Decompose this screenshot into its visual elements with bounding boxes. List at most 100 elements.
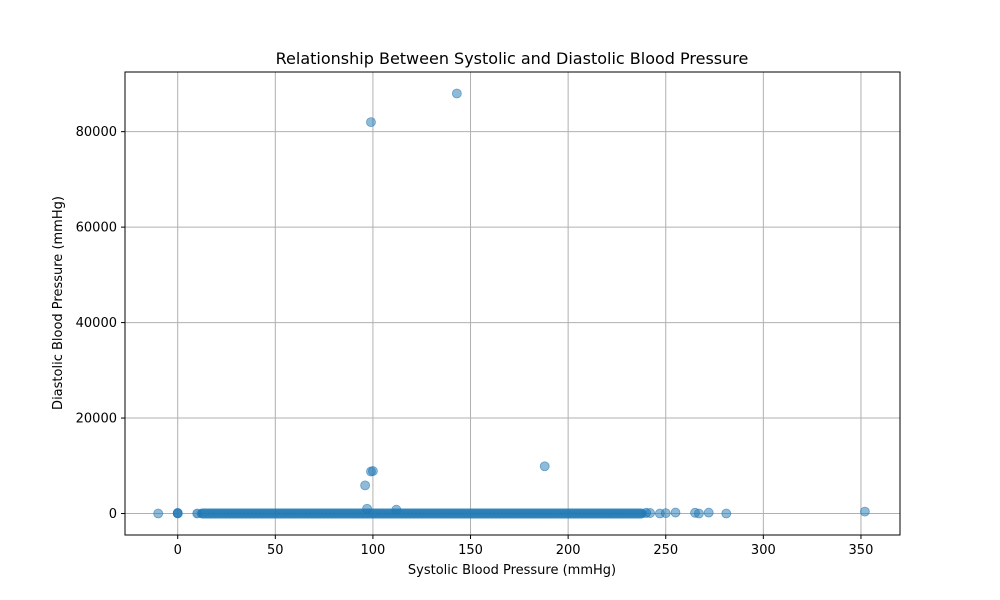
dense-band-point [313, 509, 323, 519]
dense-band-point [227, 509, 237, 519]
dense-band-point [223, 509, 233, 519]
dense-band-point [520, 509, 530, 519]
dense-band-point [352, 509, 362, 519]
dense-band-point [485, 509, 495, 519]
dense-band-point [220, 509, 230, 519]
data-point [362, 503, 372, 514]
data-point [645, 508, 656, 518]
dense-band-point [423, 509, 433, 519]
x-tick-label: 0 [174, 543, 182, 558]
dense-band-point [325, 509, 335, 519]
dense-band-point [208, 509, 218, 519]
dense-band-point [317, 509, 327, 519]
dense-band-point [434, 509, 444, 519]
dense-band-point [442, 509, 452, 519]
dense-band-point [610, 509, 620, 519]
dense-band-point [266, 509, 276, 519]
dense-band-point [294, 509, 304, 519]
dense-band-point [344, 509, 354, 519]
dense-band-point [497, 509, 507, 519]
x-tick-label: 350 [849, 543, 874, 558]
dense-band-point [403, 509, 413, 519]
x-tick-label: 100 [361, 543, 386, 558]
x-axis-label: Systolic Blood Pressure (mmHg) [408, 563, 616, 578]
dense-band-point [501, 509, 511, 519]
dense-band-point [618, 509, 628, 519]
dense-band-point [528, 509, 538, 519]
dense-band-point [329, 509, 339, 519]
dense-band-point [204, 509, 214, 519]
dense-band-point [259, 509, 269, 519]
dense-band-point [282, 509, 292, 519]
y-tick-label: 20000 [76, 412, 117, 427]
dense-band-point [454, 509, 464, 519]
data-point [660, 508, 671, 519]
dense-band-point [298, 509, 308, 519]
dense-band-point [286, 509, 296, 519]
dense-band-point [598, 509, 608, 519]
y-tick-label: 60000 [76, 221, 117, 236]
dense-band-point [438, 509, 448, 519]
dense-band-point [419, 509, 429, 519]
dense-band-point [583, 509, 593, 519]
data-point [172, 508, 183, 518]
data-point [391, 504, 402, 515]
dense-band-point [251, 509, 261, 519]
data-point [859, 506, 870, 517]
dense-band-point [590, 509, 600, 519]
data-point [451, 88, 462, 99]
dense-band-point [321, 509, 331, 519]
dense-band-point [426, 509, 436, 519]
dense-band-point [466, 509, 476, 519]
dense-band-point [555, 509, 565, 519]
dense-band-point [579, 509, 589, 519]
data-point [153, 508, 164, 519]
dense-band-point [567, 509, 577, 519]
data-point [670, 507, 681, 518]
dense-band-point [399, 509, 409, 519]
dense-band-point [508, 509, 518, 519]
x-tick-label: 150 [458, 543, 483, 558]
dense-band-point [481, 509, 491, 519]
dense-band-point [337, 509, 347, 519]
dense-band-point [290, 509, 300, 519]
x-axis-ticks: 0 50 100 150 200 250 300 350 [174, 535, 874, 558]
data-point [539, 461, 550, 472]
dense-band-point [551, 509, 561, 519]
dense-band-point [372, 509, 382, 519]
dense-band-point [626, 509, 636, 519]
plot-frame [124, 71, 901, 536]
dense-band-point [532, 509, 542, 519]
dense-band-point [505, 509, 515, 519]
dense-band-point [544, 509, 554, 519]
dense-band-point [462, 509, 472, 519]
dense-band-point [469, 509, 479, 519]
x-tick-label: 50 [267, 543, 284, 558]
dense-band-point [450, 509, 460, 519]
dense-band-point [216, 509, 226, 519]
y-tick-label: 80000 [76, 125, 117, 140]
dense-band-point [302, 509, 312, 519]
dense-band-point [602, 509, 612, 519]
data-point [192, 508, 203, 519]
dense-band-point [587, 509, 597, 519]
dense-band-point [473, 509, 483, 519]
dense-band-point [407, 509, 417, 519]
dense-band-point [247, 509, 257, 519]
dense-band-point [212, 509, 222, 519]
dense-band-point [493, 509, 503, 519]
dense-band-point [411, 509, 421, 519]
data-point [366, 117, 376, 128]
y-axis-label: Diastolic Blood Pressure (mmHg) [51, 196, 66, 410]
dense-band-point [489, 509, 499, 519]
data-point [694, 508, 704, 519]
dense-band-point [380, 509, 390, 519]
data-point [703, 507, 714, 518]
dense-band-point [477, 509, 487, 519]
data-point [721, 508, 732, 519]
chart-title: Relationship Between Systolic and Diasto… [276, 49, 749, 68]
dense-band-point [512, 509, 522, 519]
dense-band-point [270, 509, 280, 519]
dense-band-point [548, 509, 558, 519]
